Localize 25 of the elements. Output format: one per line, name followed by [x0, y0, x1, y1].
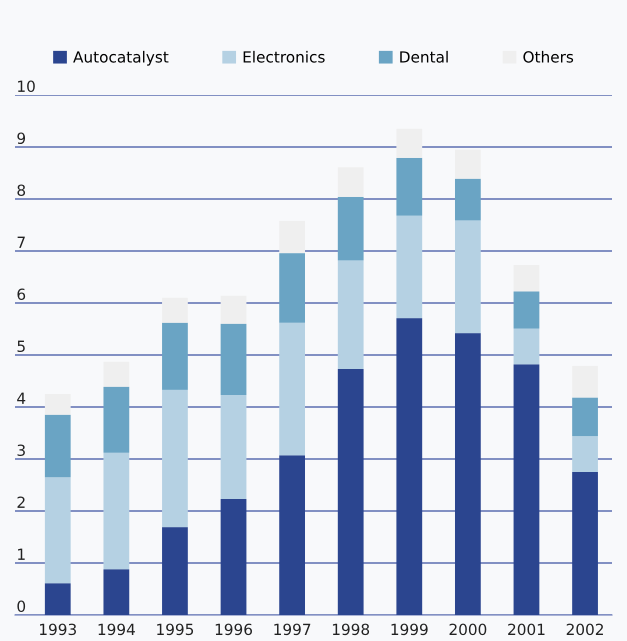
x-tick-label: 1995 [157, 624, 194, 636]
y-tick-label: 0 [17, 600, 26, 612]
y-tick-label: 6 [17, 288, 26, 300]
y-tick-label: 5 [18, 340, 25, 352]
x-tick-label: 2000 [450, 624, 486, 636]
y-tick-label: 4 [17, 392, 26, 404]
legend-label: Others [523, 50, 574, 63]
y-tick-label: 3 [18, 444, 25, 456]
y-tick-label: 8 [17, 184, 26, 196]
y-tick-label: 1 [18, 548, 25, 560]
y-tick-label: 2 [18, 496, 25, 508]
x-tick-label: 2002 [566, 624, 603, 636]
y-tick-label: 7 [18, 236, 25, 248]
x-tick-label: 1996 [216, 624, 252, 636]
x-tick-label: 1994 [98, 624, 135, 636]
x-tick-label: 1997 [274, 624, 310, 636]
legend-label: Dental [400, 50, 448, 63]
x-tick-label: 1998 [332, 624, 370, 636]
y-tick-label: 10 [18, 80, 35, 92]
y-tick-label: 9 [17, 132, 26, 144]
x-tick-label: 1999 [392, 624, 428, 636]
legend-label: Autocatalyst [73, 50, 168, 66]
x-tick-label: 1993 [40, 624, 76, 636]
x-tick-label: 2001 [508, 624, 544, 636]
legend-label: Electronics [244, 50, 325, 63]
